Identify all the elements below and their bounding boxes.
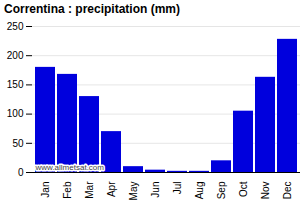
svg-text:Dec: Dec — [282, 182, 293, 200]
svg-text:50: 50 — [12, 138, 24, 149]
svg-text:Jul: Jul — [172, 182, 183, 195]
svg-text:Aug: Aug — [194, 182, 205, 200]
svg-text:Sep: Sep — [216, 181, 227, 199]
svg-text:200: 200 — [7, 50, 24, 61]
svg-text:100: 100 — [7, 108, 24, 119]
svg-text:May: May — [128, 182, 139, 200]
svg-text:Nov: Nov — [260, 182, 271, 200]
svg-text:Feb: Feb — [62, 181, 73, 199]
svg-text:www.allmetsat.com: www.allmetsat.com — [35, 163, 105, 172]
svg-text:Jun: Jun — [150, 182, 161, 198]
svg-text:Apr: Apr — [106, 181, 117, 197]
svg-text:0: 0 — [18, 167, 24, 178]
html-text:Correntina : precipitation (mm: Correntina : precipitation (mm) — [4, 2, 180, 16]
svg-text:250: 250 — [7, 21, 24, 32]
svg-text:Jan: Jan — [40, 182, 51, 198]
svg-text:150: 150 — [7, 79, 24, 90]
svg-text:Oct: Oct — [238, 181, 249, 197]
svg-text:Mar: Mar — [84, 181, 95, 199]
